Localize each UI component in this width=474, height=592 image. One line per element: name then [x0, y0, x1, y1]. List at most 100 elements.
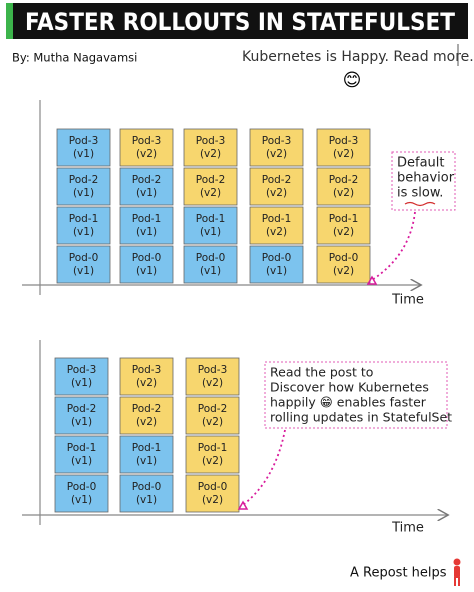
pod: Pod-0(v1) [119, 245, 174, 284]
pod-name: Pod-0 [69, 252, 99, 264]
pod-box [183, 206, 238, 245]
pod-box [119, 245, 174, 284]
pod-name: Pod-0 [198, 481, 228, 493]
pod-version: (v2) [333, 148, 354, 160]
squiggle [404, 201, 436, 207]
pod-box [183, 167, 238, 206]
pod-version: (v2) [266, 148, 287, 160]
pod: Pod-2(v1) [119, 167, 174, 206]
pod-version: (v1) [71, 455, 92, 467]
pod-name: Pod-2 [329, 174, 359, 186]
pod-version: (v1) [136, 187, 157, 199]
pod: Pod-0(v1) [249, 245, 304, 284]
pod: Pod-3(v2) [249, 128, 304, 167]
pod-version: (v2) [136, 148, 157, 160]
pod-box [119, 167, 174, 206]
pod: Pod-1(v1) [119, 206, 174, 245]
pod-version: (v2) [202, 455, 223, 467]
pod: Pod-0(v2) [185, 474, 240, 513]
pod: Pod-1(v2) [316, 206, 371, 245]
pod-name: Pod-2 [196, 174, 226, 186]
pod-box [249, 245, 304, 284]
pod-name: Pod-0 [132, 252, 162, 264]
pod-name: Pod-3 [69, 135, 99, 147]
pod-version: (v2) [202, 377, 223, 389]
pod-box [119, 474, 174, 513]
pod-box [249, 128, 304, 167]
author: By: Mutha Nagavamsi [12, 51, 137, 65]
pod-name: Pod-0 [196, 252, 226, 264]
pod-box [56, 128, 111, 167]
pod-version: (v2) [266, 187, 287, 199]
arrow-head [237, 500, 249, 510]
pod-name: Pod-1 [69, 213, 99, 225]
pod: Pod-1(v2) [249, 206, 304, 245]
pod: Pod-0(v1) [183, 245, 238, 284]
pod: Pod-0(v1) [54, 474, 109, 513]
pod-box [183, 245, 238, 284]
note-box [264, 361, 448, 429]
pod: Pod-2(v1) [56, 167, 111, 206]
pod-box [119, 128, 174, 167]
pod-box [56, 245, 111, 284]
pod-name: Pod-1 [262, 213, 292, 225]
pod-name: Pod-3 [132, 135, 162, 147]
pod-name: Pod-2 [198, 403, 228, 415]
pod: Pod-1(v1) [54, 435, 109, 474]
axis-label: Time [391, 293, 424, 308]
pod-name: Pod-2 [132, 403, 162, 415]
pod-box [185, 357, 240, 396]
pod-box [119, 435, 174, 474]
pod-name: Pod-1 [132, 442, 162, 454]
emoji: 😊 [343, 70, 362, 91]
pod-name: Pod-1 [198, 442, 228, 454]
pod-version: (v1) [200, 226, 221, 238]
pod-box [249, 167, 304, 206]
pod-name: Pod-3 [67, 364, 97, 376]
pod: Pod-0(v1) [119, 474, 174, 513]
pod-name: Pod-1 [196, 213, 226, 225]
axis-label: Time [391, 521, 424, 536]
note-line: Read the post to [270, 365, 373, 380]
pod-version: (v1) [136, 455, 157, 467]
pod-box [119, 396, 174, 435]
pod-box [316, 245, 371, 284]
pod-name: Pod-0 [262, 252, 292, 264]
pod-name: Pod-3 [196, 135, 226, 147]
note-line: is slow. [397, 186, 443, 201]
pod: Pod-2(v1) [54, 396, 109, 435]
pod-version: (v1) [136, 226, 157, 238]
pod-box [183, 128, 238, 167]
pod-version: (v1) [266, 265, 287, 277]
pod-version: (v1) [200, 265, 221, 277]
pod-version: (v1) [73, 148, 94, 160]
pod-version: (v2) [136, 416, 157, 428]
pod: Pod-1(v1) [183, 206, 238, 245]
pod-box [56, 206, 111, 245]
pod-name: Pod-0 [132, 481, 162, 493]
pod-version: (v1) [73, 226, 94, 238]
pod: Pod-1(v2) [185, 435, 240, 474]
note-line: happily 😁 enables faster [270, 395, 427, 410]
pod: Pod-3(v2) [185, 357, 240, 396]
pod-name: Pod-2 [262, 174, 292, 186]
pod: Pod-3(v2) [119, 128, 174, 167]
title-accent [6, 3, 13, 39]
person-icon [453, 558, 461, 586]
pod-box [316, 128, 371, 167]
pod: Pod-2(v2) [119, 396, 174, 435]
pod: Pod-0(v1) [56, 245, 111, 284]
tagline[interactable]: Kubernetes is Happy. Read more.. [242, 49, 474, 65]
pod-name: Pod-1 [132, 213, 162, 225]
pod: Pod-2(v2) [249, 167, 304, 206]
pod-box [119, 206, 174, 245]
pod-box [56, 167, 111, 206]
note-line: Discover how Kubernetes [270, 380, 429, 395]
pod-box [185, 435, 240, 474]
pod-version: (v2) [136, 377, 157, 389]
pod: Pod-2(v2) [183, 167, 238, 206]
pod-name: Pod-3 [329, 135, 359, 147]
pod-version: (v1) [71, 377, 92, 389]
pod-name: Pod-0 [329, 252, 359, 264]
pod: Pod-3(v2) [316, 128, 371, 167]
